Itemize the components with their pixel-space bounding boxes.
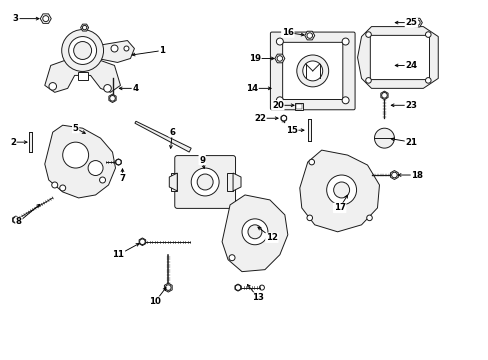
Bar (171, 173, 177, 191)
Text: 13: 13 (251, 293, 264, 302)
Polygon shape (98, 41, 134, 62)
FancyBboxPatch shape (270, 32, 354, 110)
Circle shape (326, 175, 356, 205)
Polygon shape (222, 195, 287, 272)
Circle shape (88, 161, 103, 176)
Polygon shape (411, 18, 422, 27)
Text: 22: 22 (253, 114, 265, 123)
Polygon shape (164, 283, 172, 292)
Polygon shape (81, 24, 88, 31)
Text: 8: 8 (16, 217, 22, 226)
Circle shape (374, 128, 394, 148)
Circle shape (111, 45, 118, 52)
Text: 18: 18 (410, 171, 423, 180)
Circle shape (61, 30, 103, 71)
Circle shape (68, 37, 96, 64)
Circle shape (242, 219, 267, 245)
Text: 15: 15 (285, 126, 297, 135)
Polygon shape (233, 173, 241, 191)
FancyBboxPatch shape (174, 156, 235, 208)
Text: 17: 17 (333, 203, 345, 212)
Polygon shape (281, 115, 286, 121)
Bar (294, 103, 303, 110)
Polygon shape (29, 132, 32, 152)
Polygon shape (299, 150, 379, 232)
Polygon shape (13, 216, 19, 224)
Circle shape (333, 182, 349, 198)
Circle shape (74, 41, 91, 59)
Circle shape (124, 46, 129, 51)
Polygon shape (274, 54, 285, 63)
Text: 2: 2 (10, 138, 16, 147)
Circle shape (365, 32, 370, 37)
Circle shape (62, 142, 88, 168)
Polygon shape (390, 171, 398, 180)
Polygon shape (304, 31, 314, 40)
Circle shape (365, 78, 370, 83)
Text: 6: 6 (169, 128, 175, 137)
Polygon shape (139, 238, 145, 246)
Circle shape (60, 185, 65, 191)
Text: 9: 9 (199, 156, 205, 165)
Text: 3: 3 (13, 14, 19, 23)
Circle shape (228, 255, 235, 261)
Polygon shape (45, 125, 115, 198)
Text: 10: 10 (149, 297, 161, 306)
Polygon shape (109, 94, 116, 103)
Circle shape (342, 38, 348, 45)
Text: 11: 11 (112, 250, 124, 259)
Text: 12: 12 (265, 233, 277, 242)
Circle shape (366, 215, 371, 221)
Circle shape (308, 159, 314, 165)
Circle shape (425, 32, 430, 37)
Polygon shape (45, 60, 120, 92)
Polygon shape (357, 27, 437, 88)
Text: 21: 21 (405, 138, 416, 147)
Circle shape (276, 38, 283, 45)
Text: 1: 1 (159, 46, 165, 55)
Bar (226, 173, 233, 191)
Text: 25: 25 (405, 18, 416, 27)
Circle shape (276, 97, 283, 104)
Polygon shape (169, 173, 177, 191)
Polygon shape (116, 159, 121, 165)
Circle shape (296, 55, 328, 87)
Text: 20: 20 (271, 101, 283, 110)
Text: 16: 16 (281, 28, 293, 37)
Bar (78, 72, 87, 80)
FancyBboxPatch shape (282, 42, 342, 99)
Polygon shape (380, 91, 387, 99)
Text: 5: 5 (73, 124, 79, 133)
Polygon shape (135, 121, 191, 152)
Bar (295, 104, 302, 109)
FancyBboxPatch shape (369, 35, 428, 80)
Text: 19: 19 (248, 54, 261, 63)
Circle shape (302, 61, 322, 81)
Circle shape (52, 182, 58, 188)
Circle shape (247, 225, 262, 239)
Circle shape (197, 174, 213, 190)
Polygon shape (307, 119, 310, 141)
Text: 23: 23 (405, 101, 416, 110)
Circle shape (100, 177, 105, 183)
Polygon shape (235, 284, 241, 291)
Text: 24: 24 (405, 61, 417, 70)
Circle shape (342, 97, 348, 104)
Text: 7: 7 (119, 174, 125, 183)
Circle shape (191, 168, 219, 196)
Text: 4: 4 (132, 84, 138, 93)
Circle shape (425, 78, 430, 83)
Circle shape (259, 285, 264, 290)
Circle shape (306, 215, 312, 221)
Circle shape (103, 85, 111, 92)
Text: 14: 14 (245, 84, 258, 93)
Circle shape (49, 82, 57, 90)
Polygon shape (40, 14, 51, 23)
